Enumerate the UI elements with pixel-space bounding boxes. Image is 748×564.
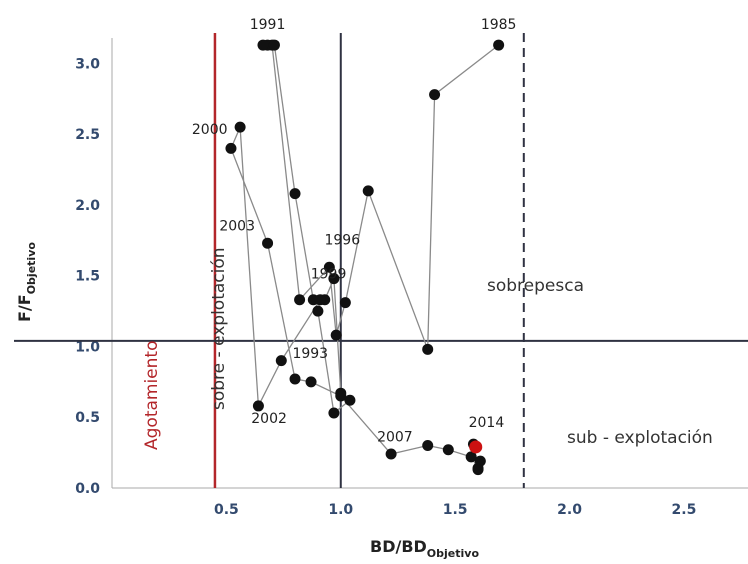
year-label: 1991 <box>250 17 286 33</box>
x-tick-label: 2.0 <box>557 502 582 518</box>
x-tick-label: 1.0 <box>328 502 353 518</box>
reference-lines <box>14 33 748 488</box>
data-point <box>429 89 441 101</box>
data-point <box>472 464 484 476</box>
y-tick-label: 0.0 <box>75 481 100 497</box>
x-tick-label: 0.5 <box>214 502 239 518</box>
y-tick-label: 3.0 <box>75 56 100 72</box>
year-labels: 1985 1991 2000 2003 1996 1999 1993 2002 2007 2014 <box>192 17 517 445</box>
data-point <box>225 142 237 154</box>
data-point <box>442 444 454 456</box>
data-point <box>422 343 434 355</box>
year-label: 2007 <box>377 429 413 445</box>
data-point <box>289 373 301 385</box>
x-tick-label: 2.5 <box>672 502 697 518</box>
data-point <box>294 294 306 306</box>
year-label: 1993 <box>292 346 328 362</box>
y-tick-labels: 0.0 0.5 1.0 1.5 2.0 2.5 3.0 <box>75 56 100 497</box>
data-point <box>289 188 301 200</box>
y-tick-label: 2.5 <box>75 127 100 143</box>
data-point <box>268 39 280 51</box>
year-label: 1996 <box>324 233 360 249</box>
year-label: 2014 <box>469 415 505 431</box>
data-point <box>257 39 269 51</box>
data-point <box>344 394 356 406</box>
region-label-sub-explotacion: sub - explotación <box>567 428 713 448</box>
data-point <box>252 400 264 412</box>
x-axis-title: BD/BDObjetivo <box>370 537 479 560</box>
data-point <box>335 390 347 402</box>
y-tick-label: 1.0 <box>75 339 100 355</box>
data-point <box>474 455 486 467</box>
data-point <box>328 273 340 285</box>
data-point <box>314 294 326 306</box>
x-tick-labels: 0.5 1.0 1.5 2.0 2.5 <box>214 502 696 518</box>
data-point <box>234 121 246 133</box>
y-axis-title-main: F/F <box>15 294 34 322</box>
data-point <box>312 305 324 317</box>
y-axis-title-sub: Objetivo <box>25 242 38 295</box>
data-point <box>262 237 274 249</box>
region-label-sobre-explotacion: sobre - explotación <box>209 247 229 410</box>
data-point <box>385 448 397 460</box>
year-label: 2000 <box>192 122 228 138</box>
region-label-agotamiento: Agotamiento <box>142 341 162 451</box>
data-point <box>422 440 434 452</box>
data-point <box>362 185 374 197</box>
x-axis-title-sub: Objetivo <box>427 547 480 560</box>
year-label: 2003 <box>219 218 255 234</box>
x-axis-title-main: BD/BD <box>370 537 427 556</box>
x-tick-label: 1.5 <box>443 502 468 518</box>
year-label: 1999 <box>311 267 347 283</box>
region-label-sobrepesca: sobrepesca <box>487 276 584 296</box>
data-point <box>305 376 317 388</box>
data-point <box>328 407 340 419</box>
data-series <box>225 39 505 476</box>
axis-layer <box>111 38 748 489</box>
y-tick-label: 0.5 <box>75 410 100 426</box>
year-label: 1985 <box>481 17 517 33</box>
data-point <box>275 355 287 367</box>
data-point <box>330 329 342 341</box>
data-point <box>339 297 351 309</box>
year-label: 2002 <box>251 411 287 427</box>
highlight-point <box>469 440 483 454</box>
data-point <box>493 39 505 51</box>
y-tick-label: 2.0 <box>75 198 100 214</box>
y-tick-label: 1.5 <box>75 269 100 285</box>
y-axis-title: F/FObjetivo <box>15 242 38 322</box>
data-point <box>323 261 335 273</box>
data-point <box>465 451 477 463</box>
